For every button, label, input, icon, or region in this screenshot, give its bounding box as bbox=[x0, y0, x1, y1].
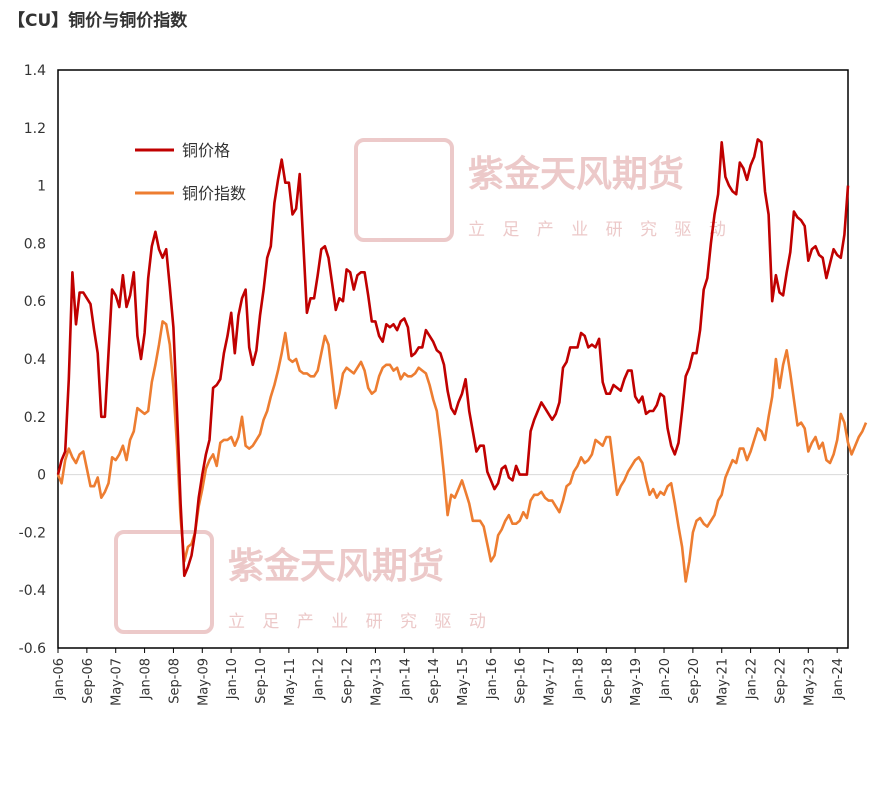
legend: 铜价格 铜价指数 bbox=[135, 141, 246, 203]
watermark-seal-bottom bbox=[114, 530, 214, 634]
watermark-slogan-bottom: 立 足 产 业 研 究 驱 动 bbox=[228, 612, 492, 632]
watermark-company-bottom: 紫金天风期货 bbox=[228, 545, 444, 587]
series-layer bbox=[56, 138, 868, 583]
watermark-bottom: 紫金天风期货 立 足 产 业 研 究 驱 动 bbox=[114, 530, 492, 634]
x-tick-label: Sep-20 bbox=[687, 658, 702, 704]
plot-area bbox=[57, 69, 849, 649]
x-tick-label: May-21 bbox=[716, 658, 731, 706]
x-tick-label: Jan-16 bbox=[485, 658, 500, 700]
y-tick-label: 1.2 bbox=[24, 121, 46, 137]
watermark-seal-top bbox=[354, 138, 454, 242]
x-tick-label: Sep-22 bbox=[773, 658, 788, 704]
legend-label-copper-price: 铜价格 bbox=[182, 141, 230, 160]
x-tick-label: Jan-22 bbox=[745, 658, 760, 700]
watermark-top: 紫金天风期货 立 足 产 业 研 究 驱 动 bbox=[354, 138, 732, 242]
x-tick-label: May-11 bbox=[283, 658, 298, 706]
x-tick-label: Jan-10 bbox=[225, 658, 240, 700]
x-tick-label: May-19 bbox=[629, 658, 644, 706]
y-tick-label: 0.6 bbox=[24, 294, 46, 310]
y-tick-label: 0 bbox=[37, 468, 46, 484]
y-tick-label: -0.6 bbox=[19, 641, 46, 657]
x-tick-label: May-15 bbox=[456, 658, 471, 706]
x-tick-label: May-07 bbox=[110, 658, 125, 706]
x-axis: Jan-06 Sep-06 May-07 Jan-08 Sep-08 May-09 Jan-… bbox=[52, 648, 846, 706]
legend-label-copper-index: 铜价指数 bbox=[182, 184, 246, 203]
x-tick-label: Jan-08 bbox=[139, 658, 154, 700]
x-tick-label: Sep-14 bbox=[427, 658, 442, 704]
y-tick-label: -0.2 bbox=[19, 525, 46, 541]
x-tick-label: Jan-06 bbox=[52, 658, 67, 700]
series-line-copper-price bbox=[56, 138, 850, 578]
x-tick-label: Sep-16 bbox=[514, 658, 529, 704]
chart-title: 【CU】铜价与铜价指数 bbox=[8, 11, 188, 31]
x-tick-label: Jan-20 bbox=[658, 658, 673, 700]
x-tick-label: May-23 bbox=[802, 658, 817, 706]
x-tick-label: Sep-18 bbox=[600, 658, 615, 704]
x-tick-label: Sep-06 bbox=[81, 658, 96, 704]
y-tick-label: 1.4 bbox=[24, 63, 46, 79]
x-tick-label: Jan-14 bbox=[398, 658, 413, 700]
x-tick-label: Sep-08 bbox=[167, 658, 182, 704]
x-tick-label: May-13 bbox=[369, 658, 384, 706]
x-tick-label: Jan-18 bbox=[571, 658, 586, 700]
y-axis: 1.4 1.2 1 0.8 0.6 0.4 0.2 0 -0.2 -0.4 -0.6 bbox=[19, 63, 46, 657]
y-tick-label: 0.2 bbox=[24, 410, 46, 426]
y-tick-label: 1 bbox=[37, 179, 46, 195]
y-tick-label: 0.8 bbox=[24, 236, 46, 252]
x-tick-label: Jan-24 bbox=[831, 658, 846, 700]
x-tick-label: Jan-12 bbox=[312, 658, 327, 700]
x-tick-label: May-17 bbox=[543, 658, 558, 706]
x-tick-label: Sep-10 bbox=[254, 658, 269, 704]
y-tick-label: 0.4 bbox=[24, 352, 46, 368]
watermark-company-top: 紫金天风期货 bbox=[468, 153, 684, 195]
x-tick-label: May-09 bbox=[196, 658, 211, 706]
x-tick-label: Sep-12 bbox=[341, 658, 356, 704]
watermark-slogan-top: 立 足 产 业 研 究 驱 动 bbox=[468, 220, 732, 240]
y-tick-label: -0.4 bbox=[19, 583, 46, 599]
